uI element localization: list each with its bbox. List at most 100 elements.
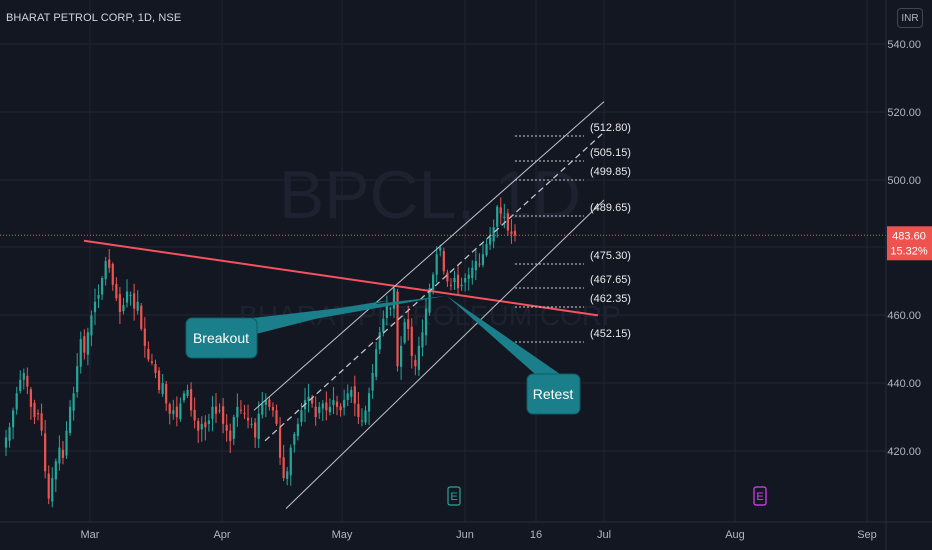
candle-body [136, 301, 139, 311]
candle-body [271, 407, 275, 411]
candle-body [474, 261, 477, 271]
candle-body [513, 230, 517, 236]
candle-body [165, 383, 168, 404]
candle-body [506, 213, 509, 231]
candle-body [289, 447, 292, 476]
candle-body [90, 315, 93, 336]
earnings-event-marker[interactable]: E [753, 486, 767, 506]
candle-body [239, 409, 243, 411]
candle-body [367, 393, 371, 412]
candle-body [488, 237, 492, 245]
candle-body [246, 417, 250, 421]
candle-body [54, 461, 57, 480]
candle-body [101, 278, 104, 295]
candle-body [350, 389, 353, 397]
retest-callout-label: Retest [533, 386, 574, 402]
currency-button[interactable]: INR [897, 8, 923, 28]
candle-body [229, 430, 232, 441]
candle-body [29, 389, 33, 407]
breakout-callout-pointer [252, 296, 445, 330]
overlays [0, 101, 886, 510]
y-tick-label: 440.00 [887, 378, 921, 390]
candle-body [414, 360, 417, 367]
last-price-change: 15.32% [890, 245, 928, 257]
candle-body [179, 403, 182, 420]
candle-body [428, 288, 431, 313]
candle-body [186, 389, 189, 397]
candle-body [108, 259, 111, 268]
fib-level-label: (512.80) [590, 122, 631, 134]
candle-body [133, 293, 136, 309]
candle-body [318, 406, 321, 414]
candle-body [150, 361, 154, 363]
fib-level-label: (505.15) [590, 147, 631, 159]
candle-body [471, 267, 474, 278]
candle-body [453, 278, 456, 283]
candle-body [382, 318, 385, 333]
candle-body [168, 404, 171, 414]
fib-level-label: (475.30) [590, 250, 631, 262]
candle-body [275, 410, 278, 424]
candle-body [172, 410, 175, 415]
earnings-event-marker[interactable]: E [447, 486, 461, 506]
retest-callout-box [526, 373, 581, 415]
candle-body [335, 401, 339, 407]
candle-body [104, 261, 107, 280]
candle-body [396, 291, 399, 367]
grid [0, 0, 886, 522]
candle-body [389, 308, 392, 310]
candle-body [339, 406, 342, 411]
candle-body [360, 420, 364, 422]
candle-body [325, 402, 328, 411]
candle-body [449, 284, 453, 286]
candle-body [503, 216, 506, 218]
candle-body [496, 206, 499, 227]
candle-body [122, 305, 125, 312]
candle-body [147, 348, 150, 360]
candle-body [492, 227, 495, 242]
candle-body [15, 393, 18, 410]
x-tick-label: Mar [81, 529, 100, 541]
candle-body [140, 305, 143, 329]
candle-body [296, 423, 299, 436]
candle-body [357, 403, 360, 418]
candle-body [93, 301, 97, 313]
fib-level-label: (462.35) [590, 293, 631, 305]
candle-body [65, 430, 68, 456]
candle-body [232, 417, 235, 439]
candle-body [243, 412, 246, 414]
descending-trendline [83, 239, 599, 317]
candle-body [343, 400, 346, 408]
candle-body [268, 399, 271, 407]
callouts: Breakout Retest [185, 296, 581, 415]
candle-body [264, 400, 267, 405]
candle-body [8, 427, 11, 441]
retest-callout-pointer [447, 296, 560, 374]
y-tick-label: 460.00 [887, 310, 921, 322]
candle-body [385, 305, 388, 318]
y-tick-label: 520.00 [887, 107, 921, 119]
candle-body [257, 413, 260, 440]
candle-body [311, 397, 314, 404]
candle-body [456, 274, 460, 289]
candle-body [278, 427, 282, 458]
candle-body [353, 386, 356, 404]
x-tick-label: Aug [725, 529, 745, 541]
channel-upper-line [253, 101, 605, 411]
candle-body [182, 393, 186, 401]
candle-body [254, 422, 257, 438]
channel-mid-line [264, 131, 605, 442]
candle-body [33, 402, 36, 418]
candle-body [328, 406, 332, 413]
candle-body [375, 349, 378, 377]
candle-body [485, 244, 488, 256]
candle-body [97, 294, 100, 299]
candle-body [22, 372, 25, 380]
y-tick-label: 540.00 [887, 39, 921, 51]
fib-level-label: (499.85) [590, 166, 631, 178]
candle-body [26, 375, 29, 387]
x-tick-label: Sep [857, 529, 877, 541]
earnings-icon [753, 486, 767, 506]
